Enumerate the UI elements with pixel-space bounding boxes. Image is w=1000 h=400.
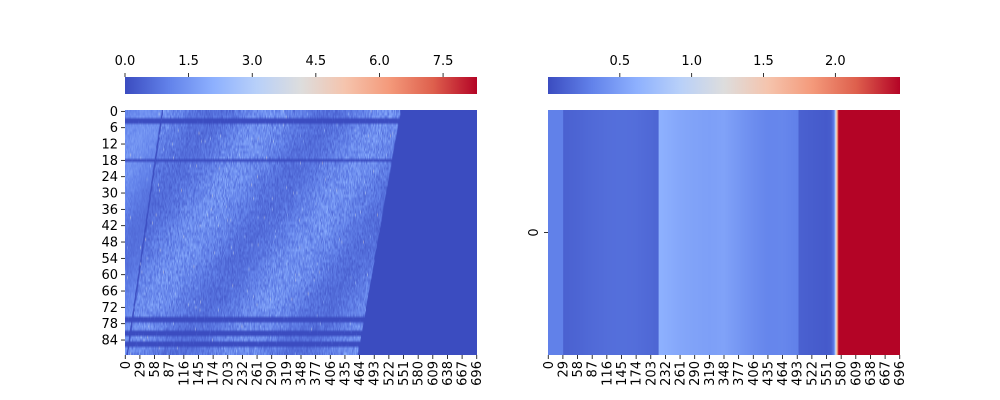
x-tick-label: 638: [864, 361, 879, 386]
right-heatmap-plot: [548, 110, 900, 355]
x-tick-label: 522: [382, 361, 397, 386]
x-tick-label: 522: [805, 361, 820, 386]
colorbar-tick-label: 6.0: [369, 54, 390, 69]
y-tick-label: 42: [101, 219, 118, 234]
x-tick-label: 116: [600, 361, 615, 386]
y-tick-label: 60: [101, 268, 118, 283]
colorbar-tick-label: 0.5: [609, 54, 630, 69]
right-heatmap-panel: 0.5 1.0 1.5 2.0 0 29 58 87 116 145 174 203 232 261 29…: [527, 54, 908, 386]
x-tick-label: 551: [397, 361, 412, 386]
y-tick-label: 24: [101, 170, 118, 185]
left-x-axis-ticks: 0 29 58 87 116 145 174 203 232 261 290 319 348 377 406…: [119, 355, 485, 386]
right-heatmap-image: [548, 110, 900, 355]
colorbar-tick-label: 0.0: [115, 54, 136, 69]
x-tick-label: 261: [251, 361, 266, 386]
x-tick-label: 406: [324, 361, 339, 386]
x-tick-label: 174: [630, 361, 645, 386]
colorbar-tick-label: 1.0: [681, 54, 702, 69]
x-tick-label: 348: [718, 361, 733, 386]
x-tick-label: 609: [426, 361, 441, 386]
x-tick-label: 58: [571, 361, 586, 378]
y-tick-label: 54: [101, 252, 118, 267]
colorbar-tick-label: 1.5: [178, 54, 199, 69]
x-tick-label: 290: [265, 361, 280, 386]
x-tick-label: 261: [674, 361, 689, 386]
x-tick-label: 0: [119, 361, 134, 369]
colorbar-tick-label: 3.0: [242, 54, 263, 69]
x-tick-label: 493: [791, 361, 806, 386]
x-tick-label: 377: [309, 361, 324, 386]
x-tick-label: 145: [615, 361, 630, 386]
left-colorbar: 0.0 1.5 3.0 4.5 6.0 7.5: [115, 54, 477, 94]
x-tick-label: 174: [207, 361, 222, 386]
x-tick-label: 638: [441, 361, 456, 386]
x-tick-label: 29: [556, 361, 571, 378]
x-tick-label: 87: [163, 361, 178, 378]
x-tick-label: 435: [338, 361, 353, 386]
x-tick-label: 232: [659, 361, 674, 386]
left-colorbar-bar: [125, 77, 477, 94]
colorbar-tick-label: 4.5: [305, 54, 326, 69]
y-tick-label: 66: [101, 285, 118, 300]
left-heatmap-image: [125, 110, 477, 355]
left-heatmap-panel: 0.0 1.5 3.0 4.5 6.0 7.5 0 29 58 87 116 145 174 203 23…: [101, 54, 485, 386]
x-tick-label: 29: [133, 361, 148, 378]
y-tick-label: 0: [527, 228, 542, 236]
x-tick-label: 290: [688, 361, 703, 386]
x-tick-label: 609: [849, 361, 864, 386]
x-tick-label: 696: [893, 361, 908, 386]
right-colorbar: 0.5 1.0 1.5 2.0: [548, 54, 900, 94]
x-tick-label: 580: [835, 361, 850, 386]
x-tick-label: 493: [368, 361, 383, 386]
x-tick-label: 464: [776, 361, 791, 386]
y-tick-label: 6: [110, 121, 118, 136]
x-tick-label: 116: [177, 361, 192, 386]
y-tick-label: 36: [101, 203, 118, 218]
right-x-axis-ticks: 0 29 58 87 116 145 174 203 232 261 290 319 348 377 406…: [542, 355, 908, 386]
y-tick-label: 18: [101, 154, 118, 169]
y-tick-label: 78: [101, 317, 118, 332]
x-tick-label: 580: [412, 361, 427, 386]
x-tick-label: 377: [732, 361, 747, 386]
y-tick-label: 84: [101, 334, 118, 349]
right-y-axis-ticks: 0: [527, 228, 548, 237]
x-tick-label: 145: [192, 361, 207, 386]
x-tick-label: 667: [879, 361, 894, 386]
colorbar-tick-label: 2.0: [825, 54, 846, 69]
y-tick-label: 30: [101, 187, 118, 202]
x-tick-label: 464: [353, 361, 368, 386]
x-tick-label: 87: [586, 361, 601, 378]
x-tick-label: 319: [703, 361, 718, 386]
x-tick-label: 232: [236, 361, 251, 386]
left-heatmap-plot: [125, 110, 477, 355]
x-tick-label: 203: [644, 361, 659, 386]
y-tick-label: 0: [110, 105, 118, 120]
x-tick-label: 435: [761, 361, 776, 386]
x-tick-label: 319: [280, 361, 295, 386]
x-tick-label: 667: [456, 361, 471, 386]
x-tick-label: 203: [221, 361, 236, 386]
x-tick-label: 348: [295, 361, 310, 386]
x-tick-label: 58: [148, 361, 163, 378]
y-tick-label: 12: [101, 138, 118, 153]
y-tick-label: 72: [101, 301, 118, 316]
right-colorbar-bar: [548, 77, 900, 94]
x-tick-label: 551: [820, 361, 835, 386]
y-tick-label: 48: [101, 236, 118, 251]
x-tick-label: 0: [542, 361, 557, 369]
x-tick-label: 406: [747, 361, 762, 386]
colorbar-tick-label: 1.5: [753, 54, 774, 69]
x-tick-label: 696: [470, 361, 485, 386]
right-colorbar-ticks: 0.5 1.0 1.5 2.0: [609, 54, 846, 77]
colorbar-tick-label: 7.5: [433, 54, 454, 69]
left-colorbar-ticks: 0.0 1.5 3.0 4.5 6.0 7.5: [115, 54, 454, 77]
